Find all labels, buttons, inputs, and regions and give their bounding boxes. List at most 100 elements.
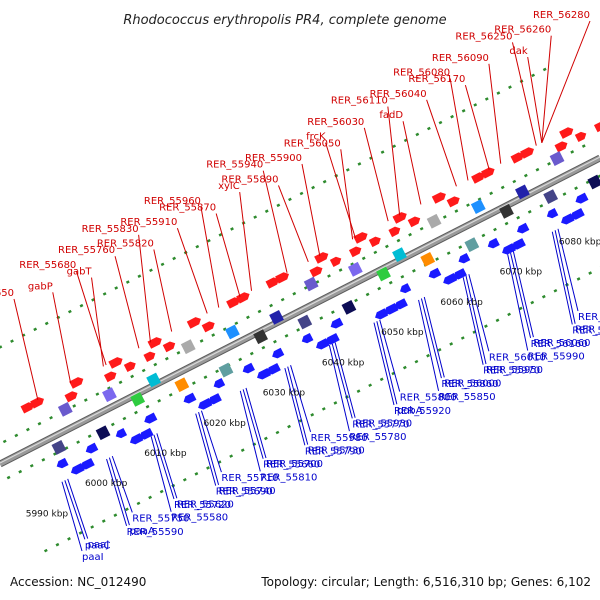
leader-line-reverse bbox=[420, 298, 442, 379]
leader-line-forward bbox=[402, 121, 422, 205]
leader-line-reverse bbox=[373, 322, 395, 406]
forward-gene-7 bbox=[69, 377, 84, 389]
leader-line-reverse bbox=[507, 254, 529, 351]
leader-line-reverse bbox=[334, 342, 356, 418]
gene-label-forward: RER_56080 bbox=[393, 67, 450, 78]
leader-line-reverse bbox=[551, 231, 573, 325]
forward-gene-35 bbox=[348, 246, 362, 258]
leader-line-reverse bbox=[328, 345, 350, 432]
leader-line-forward bbox=[464, 85, 490, 170]
leader-line-forward bbox=[488, 63, 502, 164]
genome-title: Rhodococcus erythropolis PR4, complete g… bbox=[123, 13, 446, 28]
gene-label-reverse: RER_55990 bbox=[528, 352, 585, 363]
leader-line-reverse bbox=[242, 389, 264, 459]
gene-label-reverse: RER_55720 bbox=[174, 500, 231, 511]
gene-label-forward: RER_55760 bbox=[58, 245, 115, 256]
leader-line-reverse bbox=[64, 480, 86, 540]
leader-line-reverse bbox=[284, 367, 306, 446]
reverse-gene-18 bbox=[213, 377, 226, 389]
forward-gene-23 bbox=[226, 297, 240, 309]
reverse-gene-37 bbox=[400, 283, 412, 294]
annotation-box-19 bbox=[420, 251, 436, 267]
gene-label-forward: gabT bbox=[67, 267, 93, 278]
gene-label-forward: RER_56280 bbox=[533, 10, 590, 21]
leader-line-forward bbox=[426, 99, 457, 187]
annotation-box-22 bbox=[470, 199, 486, 215]
gene-label-forward: RER_55900 bbox=[245, 153, 302, 164]
reverse-gene-10 bbox=[139, 427, 154, 440]
annotation-box-13 bbox=[297, 314, 313, 330]
leader-line-reverse bbox=[156, 433, 178, 499]
reverse-gene-36 bbox=[394, 298, 408, 310]
reverse-gene-55 bbox=[575, 192, 589, 204]
leader-line-reverse bbox=[557, 228, 579, 312]
forward-gene-2 bbox=[20, 402, 35, 414]
kbp-tick-label: 6070 kbp bbox=[500, 268, 543, 278]
leader-line-forward bbox=[91, 277, 104, 367]
gene-label-forward: RER_56090 bbox=[432, 53, 489, 64]
reverse-gene-48 bbox=[511, 238, 526, 250]
genome-stats-text: Topology: circular; Length: 6,516,310 bp… bbox=[260, 575, 591, 589]
reverse-gene-30 bbox=[330, 317, 344, 329]
annotation-box-17 bbox=[376, 266, 391, 282]
accession-text: Accession: NC_012490 bbox=[10, 575, 146, 589]
gene-label-forward: RER_55870 bbox=[159, 202, 216, 213]
reverse-gene-42 bbox=[453, 268, 467, 280]
gene-label-reverse: paaJ bbox=[88, 540, 110, 551]
gene-label-reverse: RER_55730 bbox=[308, 446, 365, 457]
annotation-box-7 bbox=[174, 377, 190, 393]
forward-gene-16 bbox=[162, 341, 176, 353]
gene-label-forward: frcK bbox=[306, 132, 326, 143]
annotation-box-11 bbox=[253, 329, 269, 345]
gene-label-reverse: pobA bbox=[397, 405, 423, 416]
leader-line-reverse bbox=[287, 366, 309, 445]
reverse-gene-21 bbox=[242, 362, 255, 374]
dotted-track-3 bbox=[0, 140, 593, 446]
forward-gene-44 bbox=[431, 192, 446, 204]
reverse-gene-23 bbox=[266, 363, 281, 375]
annotation-box-23 bbox=[499, 203, 514, 219]
forward-gene-37 bbox=[368, 236, 381, 248]
gene-label-forward: RER_56050 bbox=[284, 138, 341, 149]
reverse-gene-52 bbox=[546, 208, 559, 219]
annotation-box-3 bbox=[95, 425, 111, 441]
gene-label-reverse: RER_55930 bbox=[355, 419, 412, 430]
gene-label-forward: RER_56030 bbox=[307, 117, 364, 128]
reverse-gene-4 bbox=[80, 457, 95, 470]
reverse-gene-29 bbox=[325, 332, 340, 345]
leader-line-reverse bbox=[376, 321, 398, 405]
leader-line-reverse bbox=[462, 277, 484, 365]
annotation-box-26 bbox=[549, 151, 565, 166]
genome-backbone bbox=[0, 154, 600, 468]
forward-gene-57 bbox=[559, 127, 574, 139]
gene-label-forward: RER_55820 bbox=[97, 239, 154, 250]
gene-label-reverse: RER_55970 bbox=[483, 366, 540, 377]
gene-label-reverse: RER_55700 bbox=[266, 459, 323, 470]
reverse-gene-5 bbox=[85, 442, 99, 454]
leader-line-forward bbox=[340, 149, 354, 240]
forward-gene-27 bbox=[265, 277, 279, 289]
leader-line-forward bbox=[215, 213, 241, 297]
kbp-tick-label: 6000 kbp bbox=[85, 479, 128, 489]
gene-label-forward: gabP bbox=[28, 281, 53, 292]
leader-line-forward bbox=[114, 256, 140, 349]
forward-gene-28 bbox=[275, 272, 289, 284]
backbone-line bbox=[0, 155, 600, 467]
gene-label-reverse: RER_55620 bbox=[177, 499, 234, 510]
leader-line-reverse bbox=[153, 434, 175, 500]
annotation-box-10 bbox=[225, 324, 240, 340]
gene-label-forward: RER_56110 bbox=[331, 96, 388, 107]
gene-label-reverse: RER_55920 bbox=[394, 406, 451, 417]
leader-line-forward bbox=[387, 106, 401, 216]
leader-line-reverse bbox=[67, 478, 89, 539]
forward-gene-33 bbox=[329, 256, 342, 267]
reverse-gene-43 bbox=[458, 252, 471, 264]
forward-gene-39 bbox=[388, 226, 401, 238]
gene-label-forward: RER_55650 bbox=[0, 288, 14, 299]
leader-line-reverse bbox=[150, 436, 172, 512]
dotted-track-2 bbox=[6, 174, 600, 480]
gene-label-forward: RER_55960 bbox=[144, 196, 201, 207]
leader-line-forward bbox=[511, 42, 537, 146]
leader-line-forward bbox=[200, 206, 220, 308]
gene-features bbox=[20, 121, 600, 475]
